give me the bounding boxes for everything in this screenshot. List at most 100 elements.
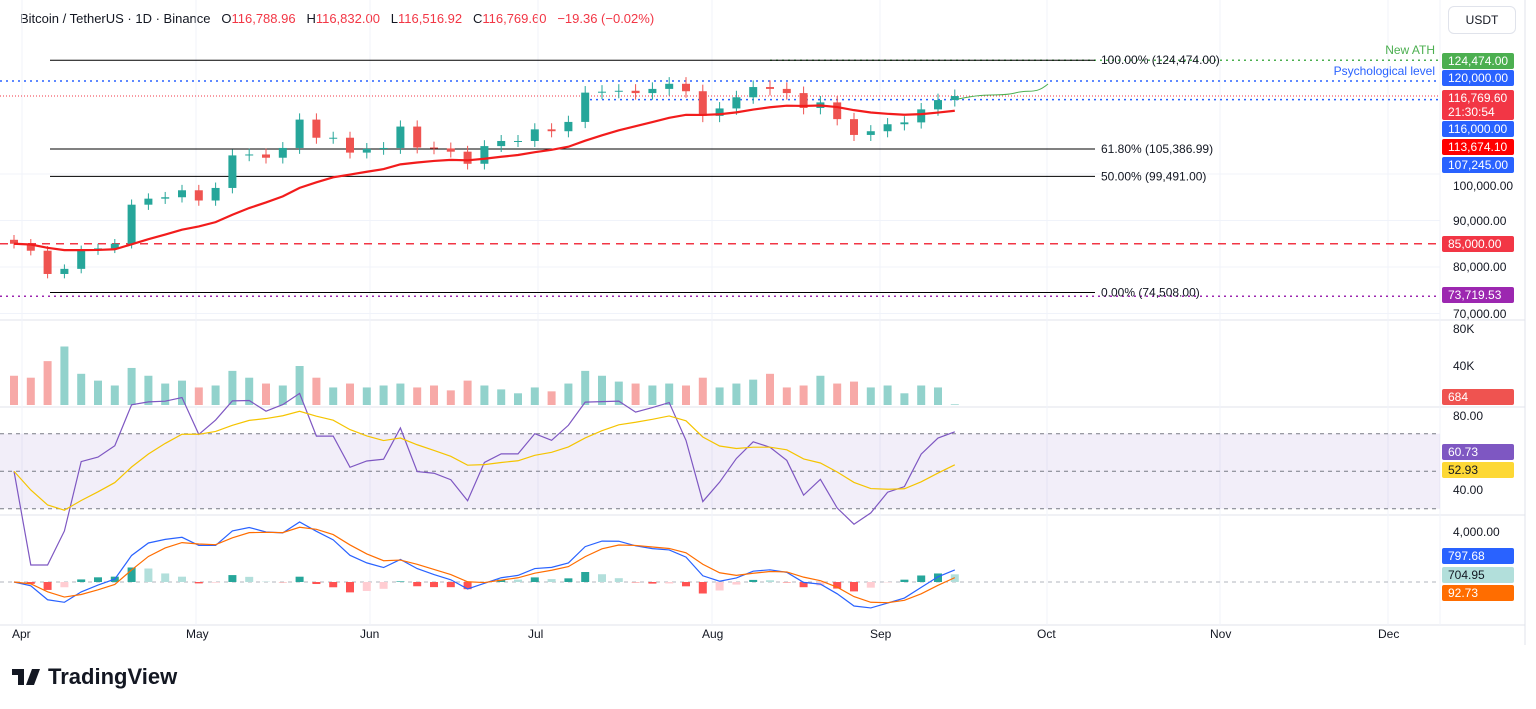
macd-histogram-bar — [749, 579, 758, 582]
fib-level-label: 0.00% (74,508.00) — [1101, 286, 1200, 300]
macd-histogram-bar — [917, 575, 926, 582]
candle-body — [530, 129, 539, 141]
candle-body — [60, 268, 69, 274]
price-label-bg — [1442, 287, 1514, 303]
macd-histogram-bar — [698, 582, 707, 594]
volume-bar — [850, 381, 858, 405]
volume-bar — [60, 346, 69, 405]
volume-bar — [26, 377, 35, 405]
volume-bar — [614, 381, 623, 405]
macd-histogram-bar — [413, 582, 422, 587]
volume-bar — [379, 385, 388, 405]
candle-body — [715, 108, 724, 116]
volume-bar — [530, 387, 539, 405]
volume-bar — [598, 375, 606, 405]
volume-bar — [581, 370, 590, 405]
histogram-value-label-bg — [1442, 567, 1514, 583]
candle-body — [866, 131, 875, 135]
volume-bar — [732, 383, 741, 405]
price-label: 73,719.53 — [1448, 288, 1502, 302]
macd-histogram-bar — [581, 572, 590, 582]
y-tick-label: 80,000.00 — [1453, 260, 1507, 274]
candle-body — [262, 154, 270, 158]
candle-body — [581, 92, 590, 122]
volume-bar — [413, 387, 422, 405]
candle-body — [26, 243, 35, 251]
open-label: O — [221, 11, 232, 26]
candle-body — [934, 100, 942, 110]
macd-histogram-bar — [346, 582, 354, 593]
candle-body — [766, 87, 774, 89]
candle-body — [463, 151, 472, 164]
macd-histogram-bar — [682, 582, 690, 587]
price-label: 116,769.60 — [1448, 91, 1507, 105]
volume-bar — [497, 389, 506, 405]
tradingview-logo-icon — [12, 669, 40, 685]
macd-histogram-bar — [396, 581, 405, 582]
macd-histogram-bar — [530, 577, 539, 582]
macd-histogram-bar — [245, 576, 254, 582]
candle-body — [211, 187, 220, 201]
volume-tick: 40K — [1453, 359, 1474, 373]
chart-canvas[interactable]: Apr May Jun Jul Aug Sep Oct Nov Dec 70,000.00 80,0… — [0, 0, 1536, 660]
histogram-value-label: 704.95 — [1448, 568, 1485, 582]
macd-histogram-bar — [514, 579, 522, 582]
x-tick-label: Oct — [1037, 627, 1056, 641]
price-label-bg — [1442, 139, 1514, 155]
volume-bar — [749, 379, 758, 405]
rsi-line — [13, 392, 956, 566]
macd-histogram-bar — [866, 582, 875, 588]
x-tick-label: Apr — [12, 627, 31, 641]
candle-body — [749, 87, 758, 98]
x-tick-label: Jul — [528, 627, 543, 641]
volume-bar — [346, 383, 354, 405]
volume-bar — [883, 385, 892, 405]
volume-bar — [127, 367, 136, 405]
ema-line — [13, 104, 955, 252]
volume-bar — [362, 387, 371, 405]
volume-bar — [698, 377, 707, 405]
open-value: 116,788.96 — [231, 11, 296, 26]
volume-bar — [682, 385, 690, 405]
candle-body — [329, 137, 338, 139]
symbol-title[interactable]: Bitcoin / TetherUS · 1D · Binance — [20, 11, 211, 26]
x-tick-label: Nov — [1210, 627, 1231, 641]
macd-histogram-bar — [60, 582, 69, 588]
y-tick-label: 90,000.00 — [1453, 214, 1507, 228]
close-label: C — [472, 11, 483, 26]
signal-value-label-bg — [1442, 585, 1514, 601]
macd-histogram-bar — [564, 578, 573, 582]
volume-last-label-bg — [1442, 389, 1514, 405]
macd-histogram-bar — [614, 578, 623, 582]
candle-body — [698, 91, 707, 116]
candle-body — [446, 148, 455, 152]
rsi-value-label-bg — [1442, 444, 1514, 460]
volume-tick: 80K — [1453, 322, 1474, 336]
macd-histogram-bar — [547, 579, 556, 582]
rsi-value-label: 60.73 — [1448, 445, 1478, 459]
currency-button[interactable]: USDT — [1448, 6, 1516, 34]
volume-bar — [278, 385, 287, 405]
volume-bar — [10, 375, 18, 405]
rsi-ma-value-label: 52.93 — [1448, 463, 1478, 477]
candle-body — [430, 147, 438, 149]
macd-histogram-bar — [648, 582, 657, 584]
candle-body — [682, 83, 690, 92]
signal-value-label: 92.73 — [1448, 586, 1478, 600]
volume-bar — [799, 385, 808, 405]
macd-histogram-bar — [430, 582, 438, 588]
symbol-header: Bitcoin / TetherUS · 1D · Binance O116,7… — [20, 11, 654, 26]
macd-histogram-bar — [598, 574, 606, 582]
fib-level-label: 50.00% (99,491.00) — [1101, 169, 1206, 183]
macd-value-label-bg — [1442, 548, 1514, 564]
macd-histogram-bar — [766, 580, 774, 582]
volume-bar — [295, 366, 304, 405]
fib-level-label: 61.80% (105,386.99) — [1101, 142, 1213, 156]
candle-body — [77, 250, 86, 269]
volume-bar — [514, 393, 522, 405]
candle-body — [917, 109, 926, 123]
volume-bar — [463, 380, 472, 405]
macd-histogram-bar — [312, 582, 321, 585]
x-tick-label: Jun — [360, 627, 379, 641]
